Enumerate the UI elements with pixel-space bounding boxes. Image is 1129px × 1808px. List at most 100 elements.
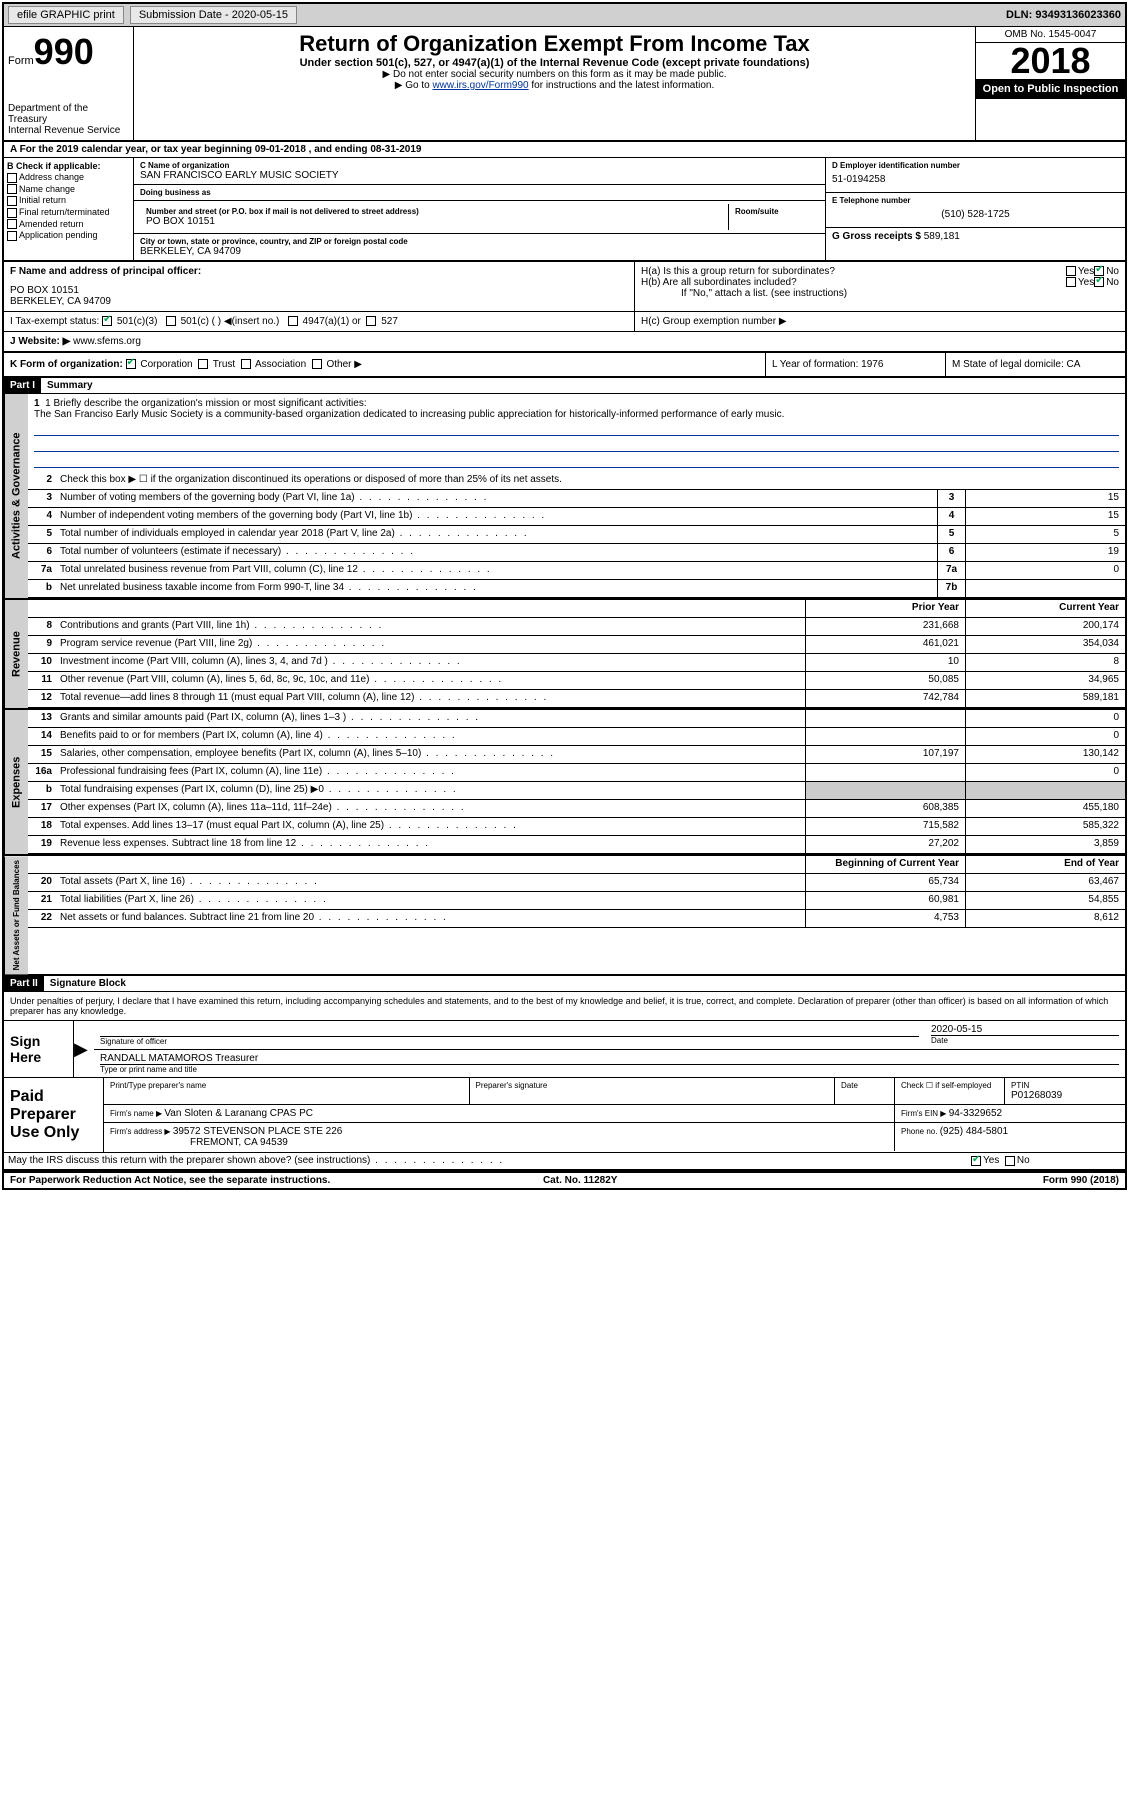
line-10-curr: 8 [965,654,1125,671]
line-20-prior: 65,734 [805,874,965,891]
f-label: F Name and address of principal officer: [10,266,628,277]
line-7a-val: 0 [965,562,1125,579]
line-b-val [965,580,1125,597]
line-17-desc: Other expenses (Part IX, column (A), lin… [56,800,805,817]
form-title: Return of Organization Exempt From Incom… [138,31,971,57]
c-label: C Name of organization [140,161,819,170]
line-4-box: 4 [937,508,965,525]
self-emp-check: Check ☐ if self-employed [895,1078,1005,1104]
hb-note: If "No," attach a list. (see instruction… [641,288,1119,299]
line-17-curr: 455,180 [965,800,1125,817]
line-13-desc: Grants and similar amounts paid (Part IX… [56,710,805,727]
line-20-desc: Total assets (Part X, line 16) [56,874,805,891]
other-checkbox[interactable] [312,359,322,369]
discuss-no[interactable] [1005,1156,1015,1166]
line-14-curr: 0 [965,728,1125,745]
paid-preparer-label: Paid Preparer Use Only [4,1078,104,1152]
line-21-prior: 60,981 [805,892,965,909]
name-title-label: Type or print name and title [100,1064,1119,1074]
form-word: Form [8,55,34,67]
part1-title: Summary [41,378,99,393]
form990-link[interactable]: www.irs.gov/Form990 [432,80,528,91]
prep-sig-label: Preparer's signature [470,1078,836,1104]
addr-change-checkbox[interactable] [7,173,17,183]
line-12-desc: Total revenue—add lines 8 through 11 (mu… [56,690,805,707]
line-21-desc: Total liabilities (Part X, line 26) [56,892,805,909]
firm-addr2: FREMONT, CA 94539 [110,1137,288,1148]
vtab-revenue: Revenue [4,600,28,708]
line-3-box: 3 [937,490,965,507]
ein: 51-0194258 [832,170,1119,189]
pending-checkbox[interactable] [7,231,17,241]
k-label: K Form of organization: [10,359,123,370]
discuss-label: May the IRS discuss this return with the… [4,1153,965,1169]
corp-checkbox[interactable] [126,359,136,369]
part2-header: Part II [4,976,44,991]
line-15-curr: 130,142 [965,746,1125,763]
line-16a-curr: 0 [965,764,1125,781]
line-19-prior: 27,202 [805,836,965,853]
addr-label: Number and street (or P.O. box if mail i… [146,207,722,216]
open-public: Open to Public Inspection [976,79,1125,99]
irs-label: Internal Revenue Service [8,125,129,136]
final-return-checkbox[interactable] [7,208,17,218]
col-b-header: B Check if applicable: [7,161,130,171]
line-14-desc: Benefits paid to or for members (Part IX… [56,728,805,745]
firm-addr1: 39572 STEVENSON PLACE STE 226 [173,1126,343,1137]
ha-yes[interactable] [1066,266,1076,276]
sig-declaration: Under penalties of perjury, I declare th… [4,992,1125,1020]
submission-button[interactable]: Submission Date - 2020-05-15 [130,6,297,24]
form-number: 990 [34,31,94,72]
hb-no[interactable] [1094,277,1104,287]
assoc-checkbox[interactable] [241,359,251,369]
line-10-prior: 10 [805,654,965,671]
ha-label: H(a) Is this a group return for subordin… [641,266,1066,277]
line-b-desc: Total fundraising expenses (Part IX, col… [56,782,805,799]
toolbar: efile GRAPHIC print Submission Date - 20… [4,4,1125,27]
initial-return-checkbox[interactable] [7,196,17,206]
efile-button[interactable]: efile GRAPHIC print [8,6,124,24]
website: www.sfems.org [70,336,141,347]
m-state: M State of legal domicile: CA [945,353,1125,376]
vtab-activities: Activities & Governance [4,394,28,598]
d-label: D Employer identification number [832,161,1119,170]
line-6-desc: Total number of volunteers (estimate if … [56,544,937,561]
line-11-curr: 34,965 [965,672,1125,689]
line-21-curr: 54,855 [965,892,1125,909]
firm-phone: (925) 484-5801 [940,1126,1008,1137]
sig-officer-label: Signature of officer [100,1036,919,1046]
4947-checkbox[interactable] [288,316,298,326]
line2: Check this box ▶ ☐ if the organization d… [56,472,1125,489]
line-8-prior: 231,668 [805,618,965,635]
line-8-curr: 200,174 [965,618,1125,635]
name-change-checkbox[interactable] [7,184,17,194]
line-15-prior: 107,197 [805,746,965,763]
527-checkbox[interactable] [366,316,376,326]
501c-checkbox[interactable] [166,316,176,326]
l-year: L Year of formation: 1976 [765,353,945,376]
line-9-prior: 461,021 [805,636,965,653]
line-12-curr: 589,181 [965,690,1125,707]
line-22-curr: 8,612 [965,910,1125,927]
room-label: Room/suite [735,207,813,216]
discuss-yes[interactable] [971,1156,981,1166]
501c3-checkbox[interactable] [102,316,112,326]
line-17-prior: 608,385 [805,800,965,817]
trust-checkbox[interactable] [198,359,208,369]
line-13-curr: 0 [965,710,1125,727]
j-label: J Website: ▶ [10,336,70,347]
org-address: PO BOX 10151 [146,216,722,227]
hb-yes[interactable] [1066,277,1076,287]
prep-date-label: Date [835,1078,895,1104]
officer-addr1: PO BOX 10151 [10,285,628,296]
footer-mid: Cat. No. 11282Y [543,1175,617,1186]
g-label: G Gross receipts $ [832,231,924,242]
vtab-expenses: Expenses [4,710,28,854]
mission-text: The San Franciso Early Music Society is … [34,409,1119,420]
line-18-prior: 715,582 [805,818,965,835]
line-18-curr: 585,322 [965,818,1125,835]
firm-name: Van Sloten & Laranang CPAS PC [164,1108,313,1119]
line-19-desc: Revenue less expenses. Subtract line 18 … [56,836,805,853]
amended-checkbox[interactable] [7,219,17,229]
line-9-curr: 354,034 [965,636,1125,653]
